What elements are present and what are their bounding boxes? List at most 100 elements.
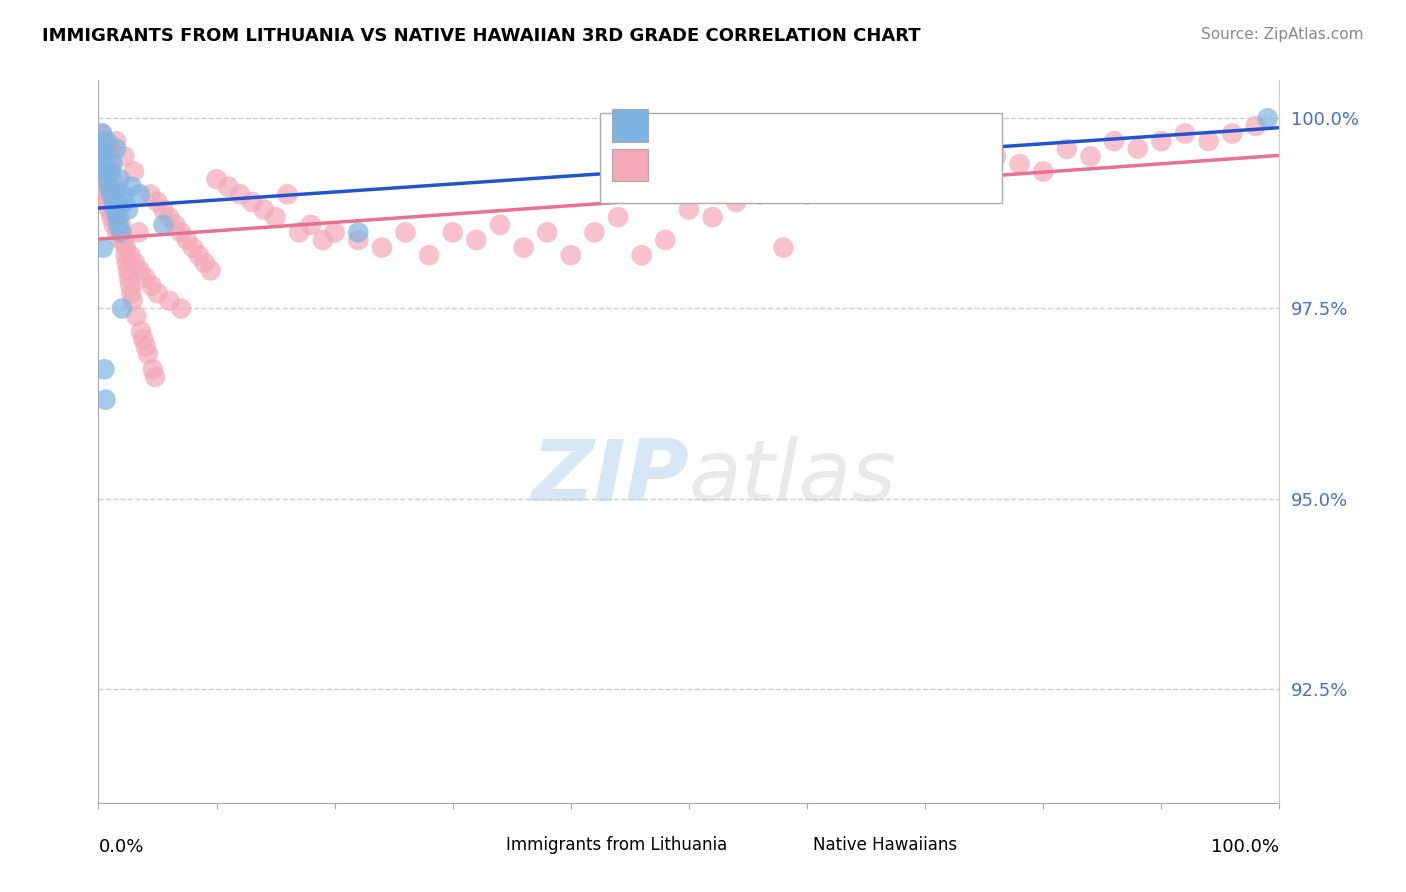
Bar bbox=[766, 834, 803, 857]
Point bbox=[121, 286, 143, 301]
Point bbox=[111, 301, 134, 316]
Point bbox=[418, 248, 440, 262]
Point bbox=[101, 157, 124, 171]
Point bbox=[105, 134, 128, 148]
Point bbox=[323, 226, 346, 240]
Point bbox=[143, 370, 166, 384]
Point bbox=[187, 248, 209, 262]
Point bbox=[654, 233, 676, 247]
Point bbox=[97, 172, 120, 186]
Point bbox=[299, 218, 322, 232]
Point bbox=[97, 149, 120, 163]
Point bbox=[217, 179, 239, 194]
Point bbox=[117, 263, 139, 277]
Point bbox=[630, 248, 652, 262]
Point bbox=[91, 179, 114, 194]
Point bbox=[107, 202, 129, 217]
Text: Source: ZipAtlas.com: Source: ZipAtlas.com bbox=[1201, 27, 1364, 42]
Point bbox=[772, 241, 794, 255]
Text: 0.0%: 0.0% bbox=[98, 838, 143, 855]
Point bbox=[103, 194, 125, 209]
Point bbox=[108, 210, 131, 224]
Text: Native Hawaiians: Native Hawaiians bbox=[813, 836, 957, 854]
Point bbox=[112, 233, 135, 247]
Point bbox=[371, 241, 394, 255]
Point bbox=[112, 194, 135, 209]
Point bbox=[91, 127, 114, 141]
Point bbox=[1174, 127, 1197, 141]
Point bbox=[181, 241, 204, 255]
Point bbox=[1257, 112, 1279, 126]
Point bbox=[90, 142, 112, 156]
Point bbox=[253, 202, 276, 217]
Point bbox=[128, 187, 150, 202]
Point bbox=[536, 226, 558, 240]
Point bbox=[678, 202, 700, 217]
Bar bbox=[458, 834, 496, 857]
Point bbox=[264, 210, 287, 224]
Point bbox=[103, 218, 125, 232]
Point bbox=[93, 187, 115, 202]
Point bbox=[200, 263, 222, 277]
Point bbox=[205, 172, 228, 186]
Point bbox=[1056, 142, 1078, 156]
Point bbox=[157, 293, 180, 308]
Point bbox=[132, 332, 155, 346]
Point bbox=[121, 293, 143, 308]
Point bbox=[135, 339, 157, 353]
Text: ZIP: ZIP bbox=[531, 436, 689, 519]
Point bbox=[105, 194, 128, 209]
Point bbox=[96, 142, 118, 156]
Point bbox=[129, 324, 152, 338]
Point bbox=[170, 226, 193, 240]
Point bbox=[105, 226, 128, 240]
Point bbox=[98, 164, 121, 178]
Point bbox=[142, 362, 165, 376]
Point bbox=[347, 226, 370, 240]
Point bbox=[115, 256, 138, 270]
Point bbox=[276, 187, 298, 202]
Point bbox=[1008, 157, 1031, 171]
Point bbox=[347, 233, 370, 247]
Point bbox=[105, 210, 128, 224]
Point bbox=[98, 142, 121, 156]
Point bbox=[1080, 149, 1102, 163]
Point bbox=[725, 194, 748, 209]
Point bbox=[146, 194, 169, 209]
Point bbox=[914, 172, 936, 186]
Point bbox=[394, 226, 416, 240]
Point bbox=[152, 202, 174, 217]
Point bbox=[489, 218, 512, 232]
Point bbox=[94, 157, 117, 171]
Point bbox=[120, 248, 142, 262]
Point bbox=[139, 187, 162, 202]
Point bbox=[607, 210, 630, 224]
Point bbox=[962, 164, 984, 178]
Point bbox=[91, 164, 114, 178]
Point bbox=[94, 164, 117, 178]
Point bbox=[117, 202, 139, 217]
Point bbox=[103, 179, 125, 194]
Point bbox=[110, 218, 132, 232]
Point bbox=[94, 392, 117, 407]
Point bbox=[120, 278, 142, 293]
Point bbox=[1102, 134, 1125, 148]
Point bbox=[288, 226, 311, 240]
Point bbox=[98, 157, 121, 171]
Text: 100.0%: 100.0% bbox=[1212, 838, 1279, 855]
Point bbox=[1126, 142, 1149, 156]
Point bbox=[108, 172, 131, 186]
FancyBboxPatch shape bbox=[600, 112, 1002, 203]
Point bbox=[100, 187, 122, 202]
Point bbox=[98, 202, 121, 217]
Point bbox=[157, 210, 180, 224]
Point bbox=[170, 301, 193, 316]
Point bbox=[152, 218, 174, 232]
Point bbox=[121, 179, 143, 194]
Text: atlas: atlas bbox=[689, 436, 897, 519]
Point bbox=[91, 127, 114, 141]
Point bbox=[112, 149, 135, 163]
Point bbox=[890, 172, 912, 186]
Point bbox=[512, 241, 534, 255]
Point bbox=[98, 179, 121, 194]
